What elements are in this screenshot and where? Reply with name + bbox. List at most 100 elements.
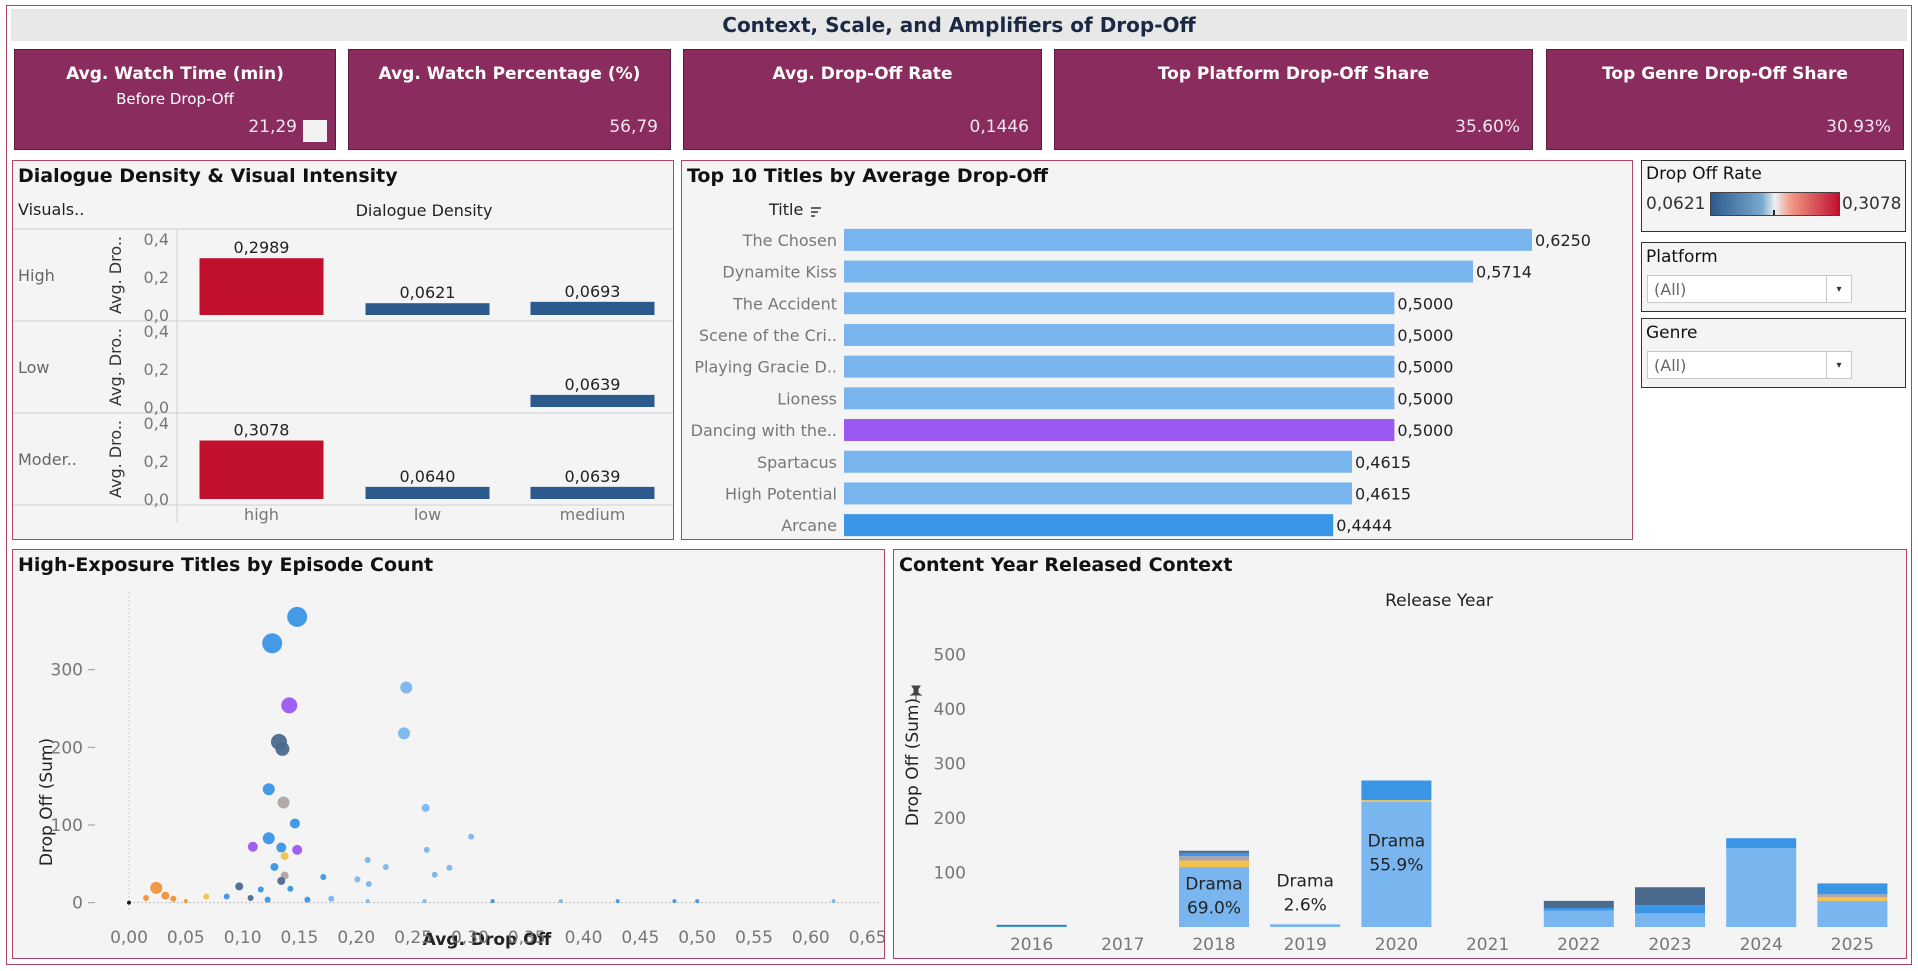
stack-segment[interactable] <box>1817 897 1888 901</box>
title-label[interactable]: Playing Gracie D.. <box>694 358 837 377</box>
data-point[interactable] <box>365 881 372 888</box>
kpi-drop-off-rate[interactable]: Avg. Drop-Off Rate 0,1446 <box>683 49 1042 150</box>
data-point[interactable] <box>364 856 371 863</box>
column-header-title[interactable]: Title <box>768 200 803 219</box>
data-point[interactable] <box>672 899 677 904</box>
stack-segment[interactable] <box>996 924 1067 926</box>
stack-segment[interactable] <box>1817 900 1888 927</box>
stack-segment[interactable] <box>996 925 1067 927</box>
kpi-watch-percentage[interactable]: Avg. Watch Percentage (%) 56,79 <box>348 49 671 150</box>
data-point[interactable] <box>275 741 290 756</box>
data-point[interactable] <box>262 633 283 654</box>
data-point[interactable] <box>143 895 150 902</box>
title-bar[interactable] <box>844 292 1395 315</box>
data-point[interactable] <box>320 874 327 881</box>
data-point[interactable] <box>127 900 131 905</box>
data-point[interactable] <box>289 818 300 829</box>
data-point[interactable] <box>328 895 335 902</box>
data-point[interactable] <box>292 844 303 855</box>
stack-segment[interactable] <box>1817 883 1888 895</box>
stack-segment[interactable] <box>1361 800 1432 802</box>
title-bar[interactable] <box>844 514 1334 537</box>
data-point[interactable] <box>276 842 287 853</box>
stack-segment[interactable] <box>1179 852 1249 857</box>
data-point[interactable] <box>150 881 163 894</box>
title-bar[interactable] <box>844 482 1353 505</box>
data-point[interactable] <box>203 893 210 900</box>
title-label[interactable]: Dynamite Kiss <box>722 263 837 282</box>
data-point[interactable] <box>287 885 294 892</box>
stack-segment[interactable] <box>1179 867 1249 927</box>
title-label[interactable]: Scene of the Cri.. <box>699 326 837 345</box>
title-bar[interactable] <box>844 450 1353 473</box>
platform-dropdown[interactable]: (All) ▾ <box>1647 275 1852 303</box>
title-label[interactable]: Arcane <box>781 516 837 535</box>
data-point[interactable] <box>270 862 279 871</box>
data-point[interactable] <box>235 882 244 891</box>
title-bar[interactable] <box>844 228 1532 251</box>
pin-icon[interactable] <box>909 685 923 700</box>
stack-segment[interactable] <box>1635 905 1705 914</box>
data-point[interactable] <box>695 899 700 904</box>
data-point[interactable] <box>398 727 410 740</box>
stack-segment[interactable] <box>1361 801 1432 927</box>
stack-segment[interactable] <box>1726 838 1797 849</box>
title-bar[interactable] <box>844 260 1473 283</box>
data-point[interactable] <box>446 864 453 871</box>
chevron-down-icon[interactable]: ▾ <box>1826 352 1851 378</box>
data-point[interactable] <box>262 783 275 796</box>
data-point[interactable] <box>262 832 275 845</box>
data-point[interactable] <box>304 896 311 903</box>
title-label[interactable]: The Chosen <box>742 231 837 250</box>
genre-dropdown[interactable]: (All) ▾ <box>1647 351 1852 379</box>
title-bar[interactable] <box>844 387 1395 410</box>
data-point[interactable] <box>280 852 289 861</box>
stack-segment[interactable] <box>1635 887 1705 906</box>
title-label[interactable]: High Potential <box>725 484 837 503</box>
data-point[interactable] <box>161 891 170 900</box>
data-point[interactable] <box>423 846 430 853</box>
title-bar[interactable] <box>844 323 1395 346</box>
kpi-top-genre-share[interactable]: Top Genre Drop-Off Share 30.93% <box>1546 49 1904 150</box>
stack-segment[interactable] <box>1361 780 1432 801</box>
title-label[interactable]: Spartacus <box>757 453 837 472</box>
data-point[interactable] <box>421 803 430 812</box>
data-point[interactable] <box>223 893 230 900</box>
stack-segment[interactable] <box>1179 860 1249 868</box>
stack-segment[interactable] <box>1543 900 1614 908</box>
data-point[interactable] <box>382 863 389 870</box>
title-bar[interactable] <box>844 419 1395 442</box>
data-point[interactable] <box>558 899 563 904</box>
data-point[interactable] <box>277 876 286 885</box>
data-point[interactable] <box>422 899 427 904</box>
data-point[interactable] <box>281 697 298 714</box>
data-point[interactable] <box>400 681 413 694</box>
data-point[interactable] <box>354 876 361 883</box>
stack-segment[interactable] <box>1635 913 1705 927</box>
kpi-top-platform-share[interactable]: Top Platform Drop-Off Share 35.60% <box>1054 49 1533 150</box>
data-point[interactable] <box>615 899 620 904</box>
title-label[interactable]: The Accident <box>732 294 837 313</box>
title-bar[interactable] <box>844 355 1395 378</box>
kpi-watch-time[interactable]: Avg. Watch Time (min) Before Drop-Off 21… <box>14 49 336 150</box>
stack-segment[interactable] <box>1543 910 1614 927</box>
data-point[interactable] <box>183 899 188 904</box>
data-point[interactable] <box>170 895 177 902</box>
chevron-down-icon[interactable]: ▾ <box>1826 276 1851 302</box>
stack-segment[interactable] <box>1179 856 1249 861</box>
data-point[interactable] <box>431 871 438 878</box>
stack-segment[interactable] <box>1179 850 1249 853</box>
stack-segment[interactable] <box>1543 907 1614 911</box>
sort-icon[interactable] <box>811 207 821 217</box>
data-point[interactable] <box>365 899 370 904</box>
data-point[interactable] <box>277 796 290 809</box>
title-label[interactable]: Lioness <box>777 389 837 408</box>
stack-segment[interactable] <box>1270 924 1341 927</box>
stack-segment[interactable] <box>1726 848 1797 927</box>
title-label[interactable]: Dancing with the.. <box>691 421 837 440</box>
data-point[interactable] <box>257 886 264 893</box>
stack-segment[interactable] <box>1817 894 1888 898</box>
data-point[interactable] <box>287 606 308 627</box>
data-point[interactable] <box>490 899 495 904</box>
data-point[interactable] <box>247 841 258 852</box>
